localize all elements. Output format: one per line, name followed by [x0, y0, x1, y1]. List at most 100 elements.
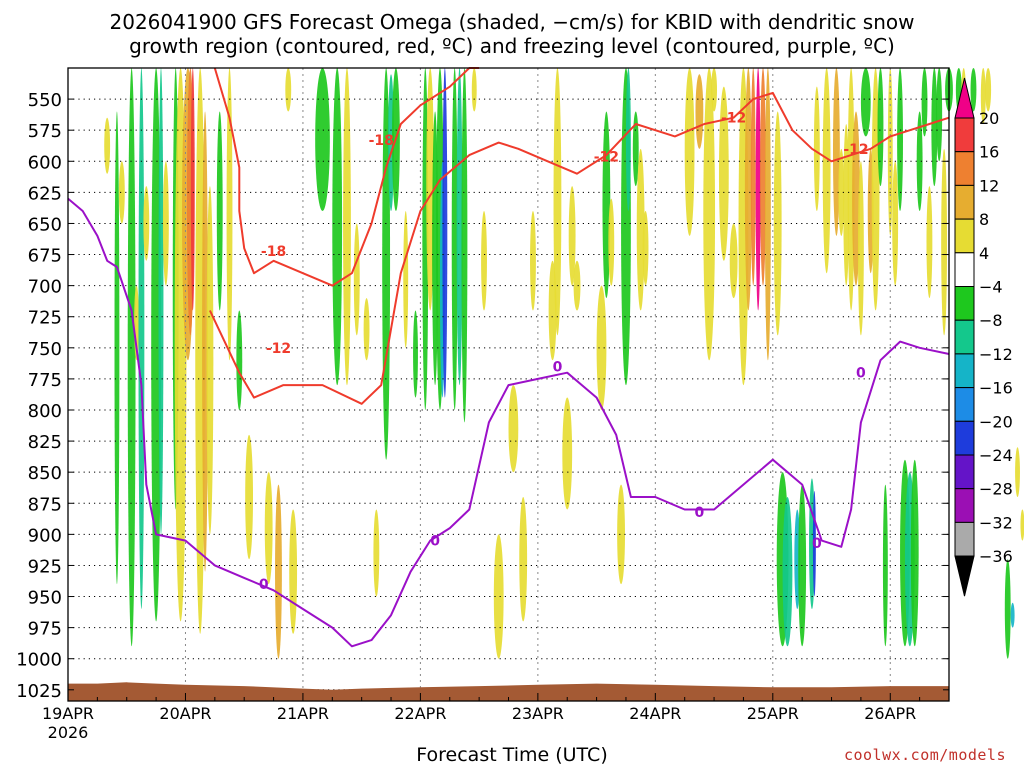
y-tick-label-800: 800	[28, 401, 62, 422]
y-axis: 550 575 600 625 650 675 700 725 750 775 800 825 850 8…	[16, 90, 949, 702]
x-tick-label-19APR: 19APR	[42, 704, 94, 723]
contour-label-3: -12	[594, 149, 619, 165]
omega-cell-119	[1020, 509, 1024, 541]
omega-cell-96	[877, 68, 884, 187]
omega-cell-66	[684, 67, 695, 236]
contour-label-9: 0	[695, 505, 705, 521]
omega-cell-109	[941, 148, 948, 336]
omega-cell-29	[353, 223, 360, 336]
colorbar-label-12: −32	[979, 513, 1013, 532]
omega-cell-100	[897, 68, 903, 212]
omega-cell-116	[1004, 559, 1011, 659]
omega-cell-48	[493, 534, 504, 659]
omega-shading-layer	[104, 67, 1024, 659]
omega-cell-51	[530, 211, 536, 311]
omega-cell-8	[158, 68, 164, 535]
colorbar: 20 16 12 8 4 −4 −8 −12 −16 −20 −24 −28 −32 −36	[954, 77, 1013, 597]
y-tick-label-1000: 1000	[16, 650, 62, 671]
colorbar-label-10: −24	[979, 446, 1013, 465]
x-tick-label-25APR: 25APR	[747, 704, 799, 723]
x-axis-title: Forecast Time (UTC)	[416, 744, 608, 766]
contour-label-4: -12	[721, 111, 746, 127]
omega-cell-104	[916, 111, 923, 212]
omega-cell-25	[289, 509, 298, 634]
contour-label-0: -18	[369, 133, 394, 149]
omega-cell-54	[562, 397, 573, 510]
omega-cell-64	[636, 148, 645, 311]
y-tick-label-950: 950	[28, 588, 62, 609]
omega-cell-87	[833, 67, 840, 236]
omega-cell-98	[887, 67, 893, 236]
omega-cell-63	[632, 111, 639, 187]
y-tick-label-775: 775	[28, 370, 62, 391]
contour-label-11: 0	[856, 366, 866, 382]
colorbar-bottom-arrow	[954, 555, 975, 597]
y-tick-label-700: 700	[28, 277, 62, 298]
colorbar-segment-8	[954, 353, 975, 389]
omega-cell-3	[127, 68, 136, 647]
omega-cell-93	[860, 68, 871, 137]
contours-layer	[67, 67, 950, 648]
colorbar-segment-13	[954, 521, 975, 557]
contour-label-10: 0	[812, 536, 822, 552]
colorbar-label-11: −28	[979, 480, 1013, 499]
omega-cell-43	[451, 68, 458, 410]
contour-label-5: -12	[843, 142, 868, 158]
y-tick-label-900: 900	[28, 525, 62, 546]
omega-cell-32	[382, 68, 391, 460]
colorbar-segment-7	[954, 319, 975, 355]
omega-cell-16	[202, 111, 208, 572]
omega-cell-88	[838, 148, 845, 236]
omega-cell-108	[936, 68, 943, 162]
colorbar-segment-5	[954, 252, 975, 288]
omega-cell-19	[226, 68, 233, 361]
y-tick-label-575: 575	[28, 121, 62, 142]
omega-cell-77	[764, 68, 771, 361]
omega-cell-17	[206, 186, 214, 535]
omega-cell-27	[332, 68, 343, 386]
colorbar-label-8: −16	[979, 379, 1013, 398]
omega-cell-50	[519, 497, 528, 622]
colorbar-label-4: 4	[979, 244, 989, 263]
omega-cell-42	[442, 68, 448, 398]
omega-cell-5	[138, 68, 145, 609]
colorbar-segment-1	[954, 117, 975, 153]
omega-cell-80	[782, 497, 793, 647]
omega-cell-107	[931, 68, 938, 187]
omega-cell-44	[456, 68, 463, 386]
omega-cell-76	[760, 67, 766, 286]
omega-cell-15	[195, 68, 206, 634]
x-tick-label-21APR: 21APR	[277, 704, 329, 723]
omega-cell-20	[236, 310, 243, 410]
omega-cell-1	[114, 111, 120, 585]
contour-label-2: -12	[266, 341, 291, 357]
y-tick-label-675: 675	[28, 246, 62, 267]
y-tick-label-550: 550	[28, 90, 62, 111]
dgz-minus12-contour	[213, 67, 480, 287]
omega-cell-28	[343, 68, 351, 386]
colorbar-segment-11	[954, 454, 975, 490]
colorbar-label-1: 16	[979, 143, 999, 162]
contour-labels-layer: -18 -18 -12 -12 -12 -12 0 0 0 0 0 0	[259, 111, 869, 593]
contour-label-1: -18	[261, 244, 286, 260]
colorbar-label-6: −8	[979, 311, 1003, 330]
omega-cell-35	[403, 211, 409, 348]
colorbar-label-9: −20	[979, 412, 1013, 431]
omega-cell-75	[755, 68, 761, 311]
omega-cell-65	[642, 211, 649, 286]
omega-cell-46	[471, 68, 477, 112]
x-year-label: 2026	[48, 723, 89, 742]
y-tick-label-975: 975	[28, 619, 62, 640]
omega-cell-21	[245, 434, 254, 560]
x-axis: 19APR 20APR 21APR 22APR 23APR 24APR 25APR 26APR…	[42, 693, 921, 742]
omega-cell-95	[871, 68, 880, 311]
omega-cell-105	[921, 68, 928, 137]
colorbar-label-3: 8	[979, 210, 989, 229]
omega-cell-22	[264, 472, 273, 585]
omega-cell-31	[373, 509, 380, 597]
omega-cell-68	[703, 68, 716, 361]
omega-cell-70	[718, 86, 729, 261]
credit-text[interactable]: coolwx.com/models	[843, 746, 1006, 764]
omega-cell-24	[285, 68, 292, 112]
